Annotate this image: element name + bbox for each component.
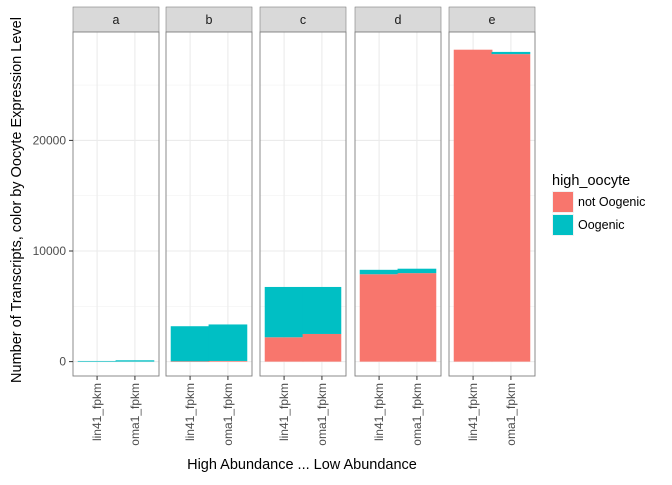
facet-strip <box>448 6 536 33</box>
bar-segment-oogenic <box>115 360 155 362</box>
bar-segment-oogenic <box>264 286 304 338</box>
legend-title: high_oocyte <box>552 173 630 189</box>
facet-strip <box>165 6 253 33</box>
facet-strip <box>72 6 160 33</box>
bar-segment-not-oogenic <box>359 274 399 362</box>
bar-lin41_fpkm <box>170 326 210 362</box>
x-tick-label: lin41_fpkm <box>372 383 386 441</box>
facet-panel-c: c lin41_fpkm oma1_fpkm <box>259 6 347 446</box>
facet-strip <box>259 6 347 33</box>
bar-oma1_fpkm <box>208 324 248 362</box>
bar-segment-not-oogenic <box>208 360 248 362</box>
panels: a lin41_fpkm oma1_fpkm b lin41_fpkm oma1_fpkm… <box>72 6 536 446</box>
legend-key-not-oogenic <box>553 192 573 212</box>
facet-label: d <box>395 13 402 27</box>
facet-panel-a: a lin41_fpkm oma1_fpkm <box>72 6 160 446</box>
bar-segment-oogenic <box>302 286 342 334</box>
bar-segment-oogenic <box>208 324 248 361</box>
x-tick-label: lin41_fpkm <box>277 383 291 441</box>
bar-segment-oogenic <box>77 360 117 362</box>
facet-label: c <box>300 13 306 27</box>
panel-background <box>73 32 159 376</box>
x-tick-label: lin41_fpkm <box>90 383 104 441</box>
bar-segment-not-oogenic <box>264 337 304 362</box>
panel-border <box>165 31 253 377</box>
bar-segment-oogenic <box>170 326 210 362</box>
panel-border <box>448 31 536 377</box>
bar-segment-oogenic <box>359 269 399 275</box>
facet-label: b <box>206 13 213 27</box>
legend-label: not Oogenic <box>578 195 645 209</box>
bar-lin41_fpkm <box>264 286 304 362</box>
facet-label: e <box>489 13 496 27</box>
facet-panel-b: b lin41_fpkm oma1_fpkm <box>165 6 253 446</box>
x-axis-title: High Abundance ... Low Abundance <box>187 457 417 473</box>
legend: high_oocyte not Oogenic Oogenic <box>552 173 645 236</box>
x-tick-label: oma1_fpkm <box>221 383 235 446</box>
bar-segment-oogenic <box>491 51 531 55</box>
legend-key-oogenic <box>553 215 573 235</box>
x-tick-label: oma1_fpkm <box>315 383 329 446</box>
panel-border <box>354 31 442 377</box>
y-tick-label: 10000 <box>33 244 67 258</box>
x-tick-label: oma1_fpkm <box>504 383 518 446</box>
facet-panel-d: d lin41_fpkm oma1_fpkm <box>354 6 442 446</box>
bar-oma1_fpkm <box>302 286 342 362</box>
bar-segment-not-oogenic <box>453 49 493 362</box>
x-tick-label: lin41_fpkm <box>183 383 197 441</box>
bar-oma1_fpkm <box>115 360 155 362</box>
bar-oma1_fpkm <box>397 268 437 362</box>
x-tick-label: oma1_fpkm <box>410 383 424 446</box>
y-axis: 0 10000 20000 <box>33 133 73 369</box>
y-tick-label: 0 <box>59 355 66 369</box>
x-tick-label: lin41_fpkm <box>466 383 480 441</box>
bar-lin41_fpkm <box>359 269 399 362</box>
bar-segment-oogenic <box>397 268 437 274</box>
bar-segment-not-oogenic <box>491 54 531 362</box>
y-tick-label: 20000 <box>33 133 67 147</box>
panel-border <box>259 31 347 377</box>
bar-segment-not-oogenic <box>302 333 342 362</box>
bar-segment-not-oogenic <box>170 361 210 362</box>
bar-oma1_fpkm <box>491 51 531 362</box>
bar-segment-not-oogenic <box>397 273 437 362</box>
facet-panel-e: e lin41_fpkm oma1_fpkm <box>448 6 536 446</box>
legend-label: Oogenic <box>578 218 625 232</box>
bar-lin41_fpkm <box>453 49 493 362</box>
facet-label: a <box>113 13 120 27</box>
panel-background <box>166 32 252 376</box>
panel-border <box>72 31 160 377</box>
x-tick-label: oma1_fpkm <box>128 383 142 446</box>
y-axis-title: Number of Transcripts, color by Oocyte E… <box>9 17 25 383</box>
gridlines <box>73 32 159 376</box>
facet-strip <box>354 6 442 33</box>
bar-lin41_fpkm <box>77 360 117 362</box>
